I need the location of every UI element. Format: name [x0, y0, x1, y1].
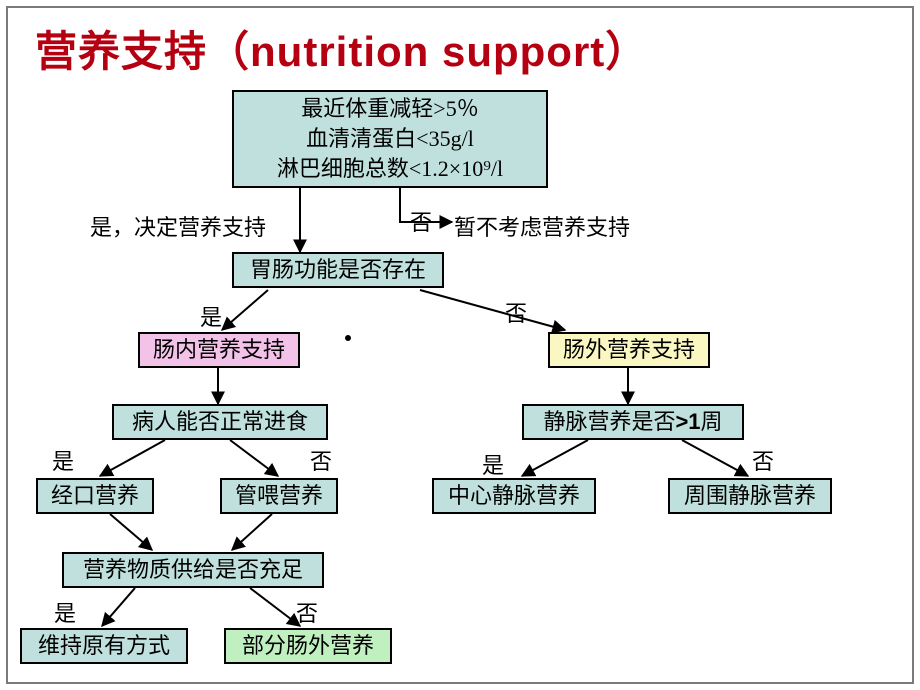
node-maintain: 维持原有方式	[20, 628, 188, 664]
title-paren-close: ）	[605, 30, 648, 76]
node-eat-normal: 病人能否正常进食	[112, 404, 328, 440]
label-no-adequate: 否	[296, 596, 318, 628]
peripheral-text: 周围静脉营养	[684, 481, 816, 511]
criteria-line-3: 淋巴细胞总数<1.2×10⁹/l	[277, 154, 503, 184]
criteria-line-2: 血清清蛋白<35g/l	[306, 124, 474, 154]
node-parenteral: 肠外营养支持	[548, 332, 710, 368]
maintain-text: 维持原有方式	[38, 631, 170, 661]
label-yes-iv: 是	[482, 448, 504, 480]
label-no-eat: 否	[310, 444, 332, 476]
node-enteral: 肠内营养支持	[138, 332, 300, 368]
central-text: 中心静脉营养	[448, 481, 580, 511]
parenteral-text: 肠外营养支持	[563, 335, 695, 365]
page-title: 营养支持（nutrition support）	[35, 18, 648, 79]
label-yes-eat: 是	[52, 444, 74, 476]
label-yes-adequate: 是	[54, 596, 76, 628]
enteral-text: 肠内营养支持	[153, 335, 285, 365]
node-central: 中心静脉营养	[432, 478, 596, 514]
node-criteria: 最近体重减轻>5％ 血清清蛋白<35g/l 淋巴细胞总数<1.2×10⁹/l	[232, 90, 548, 188]
label-yes-gi: 是	[200, 300, 222, 332]
node-partial-pn: 部分肠外营养	[224, 628, 392, 664]
node-oral: 经口营养	[36, 478, 154, 514]
iv-week-text: 静脉营养是否>1周	[543, 407, 722, 437]
tube-text: 管喂营养	[235, 481, 323, 511]
criteria-line-1: 最近体重减轻>5％	[301, 94, 478, 124]
partial-pn-text: 部分肠外营养	[242, 631, 374, 661]
title-cn: 营养支持	[35, 30, 207, 76]
adequate-text: 营养物质供给是否充足	[83, 555, 303, 585]
label-no-top: 否	[410, 205, 432, 237]
label-yes-decide: 是，决定营养支持	[90, 210, 266, 242]
eat-normal-text: 病人能否正常进食	[132, 407, 308, 437]
node-gi-function: 胃肠功能是否存在	[232, 252, 444, 288]
label-no-support: 暂不考虑营养支持	[454, 210, 630, 242]
node-peripheral: 周围静脉营养	[668, 478, 832, 514]
oral-text: 经口营养	[51, 481, 139, 511]
title-en: nutrition support	[250, 28, 605, 75]
node-adequate: 营养物质供给是否充足	[62, 552, 324, 588]
gi-function-text: 胃肠功能是否存在	[250, 255, 426, 285]
label-no-iv: 否	[752, 444, 774, 476]
title-paren-open: （	[207, 30, 250, 76]
node-tube: 管喂营养	[220, 478, 338, 514]
center-dot	[345, 335, 351, 341]
node-iv-week: 静脉营养是否>1周	[522, 404, 744, 440]
label-no-gi: 否	[505, 296, 527, 328]
